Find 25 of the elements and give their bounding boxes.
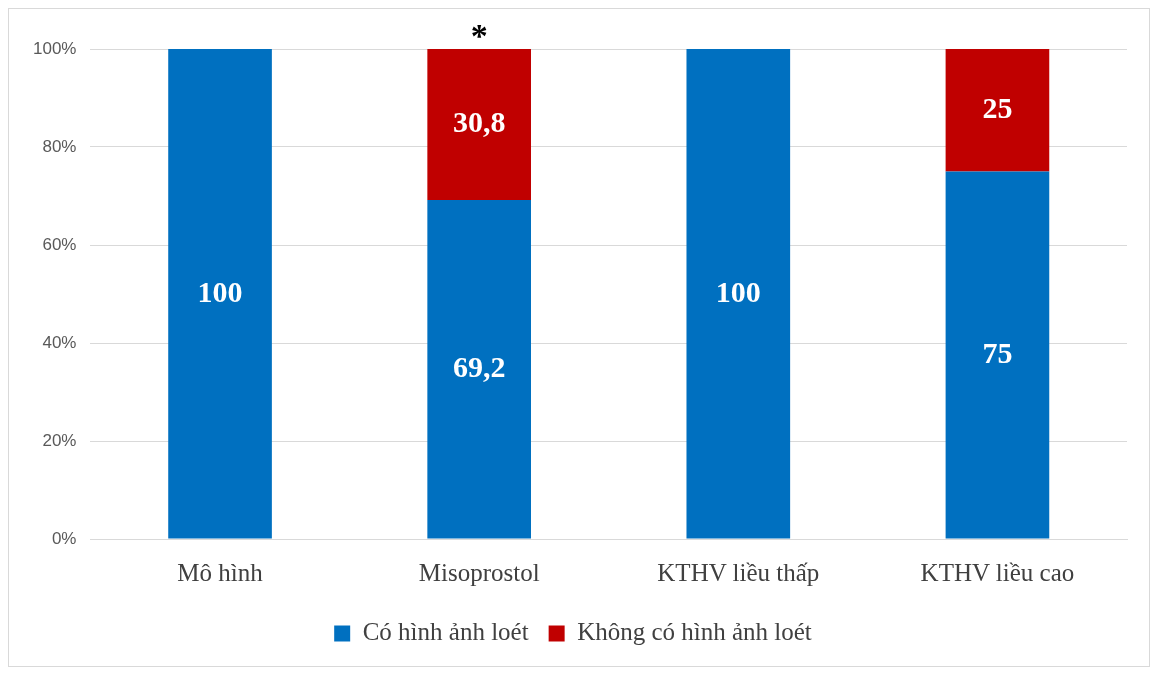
y-tick-label: 0% [51, 528, 77, 548]
bar [168, 49, 272, 539]
x-tick-label: KTHV liều thấp [657, 558, 820, 586]
y-tick-label: 100% [33, 38, 77, 58]
data-label: 100 [715, 274, 761, 308]
x-tick-label: KTHV liều cao [920, 558, 1075, 586]
bar [686, 49, 791, 539]
legend-label: Có hình ảnh loét [362, 618, 529, 646]
data-label: 69,2 [452, 349, 506, 383]
data-label: 75 [982, 335, 1013, 369]
bar [945, 49, 1050, 172]
data-label: 30,8 [452, 105, 506, 139]
bar [945, 171, 1050, 539]
data-label: 25 [982, 91, 1013, 124]
y-tick-label: 20% [42, 430, 77, 450]
y-tick-label: 60% [42, 234, 77, 254]
bar [427, 199, 531, 539]
x-tick-label: Misoprostol [418, 558, 540, 586]
bar [427, 49, 531, 200]
y-tick-label: 80% [42, 136, 77, 156]
data-label: 100 [197, 274, 243, 308]
x-tick-label: Mô hình [177, 558, 264, 586]
annotation: * [470, 16, 488, 54]
legend-label: Không có hình ảnh loét [577, 618, 812, 646]
y-tick-label: 40% [42, 332, 77, 352]
